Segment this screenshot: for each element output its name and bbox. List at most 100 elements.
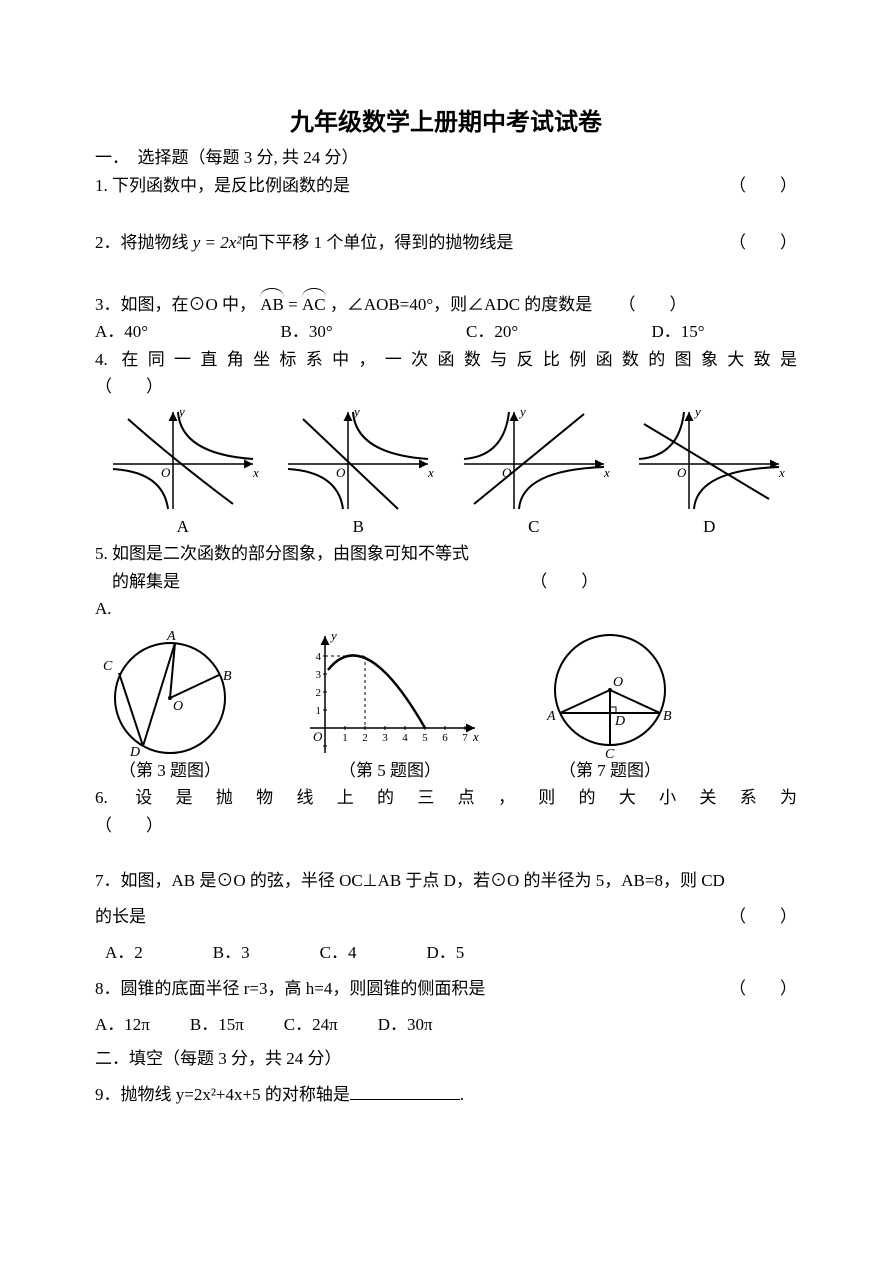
figure-5: x y O 1 2 3 4 5 6 7	[295, 628, 485, 784]
q2-formula: y = 2x²	[193, 233, 242, 252]
svg-text:2: 2	[362, 732, 368, 744]
svg-text:y: y	[329, 628, 337, 643]
q5-A: A.	[95, 599, 112, 618]
svg-text:B: B	[663, 709, 672, 724]
svg-text:B: B	[223, 669, 232, 684]
svg-text:D: D	[614, 714, 625, 729]
question-1: 1. 下列函数中，是反比例函数的是 （ ）	[95, 173, 797, 199]
svg-text:4: 4	[316, 651, 322, 663]
q6-text: 6. 设是抛物线上的三点，则的大小关系为	[95, 788, 797, 807]
graph-d-label: D	[703, 514, 715, 540]
question-6: 6. 设是抛物线上的三点，则的大小关系为	[95, 785, 797, 811]
q7-l2: 的长是	[95, 907, 146, 926]
question-4-graphs: x y O A x y O	[95, 404, 797, 540]
q9-before: 9．抛物线 y=2x²+4x+5 的对称轴是	[95, 1085, 350, 1104]
q7-opt-c: C．4	[320, 936, 357, 970]
svg-text:2: 2	[316, 687, 322, 699]
q7-opt-b: B．3	[213, 936, 250, 970]
question-2: 2．将抛物线 y = 2x²向下平移 1 个单位，得到的抛物线是 （ ）	[95, 230, 797, 256]
q2-before: 2．将抛物线	[95, 233, 193, 252]
graph-c-label: C	[528, 514, 539, 540]
q2-paren: （ ）	[729, 230, 797, 256]
q7-opt-a: A．2	[105, 936, 143, 970]
q8-paren: （ ）	[729, 972, 797, 1006]
svg-text:D: D	[129, 745, 140, 758]
q8-opt-d: D．30π	[378, 1008, 433, 1042]
graph-d: x y O D	[622, 404, 798, 540]
q8-opt-c: C．24π	[284, 1008, 338, 1042]
q8-opt-b: B．15π	[190, 1008, 244, 1042]
q3-opt-b: B．30°	[281, 319, 427, 345]
question-5-line1: 5. 如图是二次函数的部分图象，由图象可知不等式	[95, 541, 797, 567]
question-4-paren: （ ）	[95, 374, 797, 400]
svg-text:7: 7	[462, 732, 468, 744]
q8-opt-a: A．12π	[95, 1008, 150, 1042]
q3-before: 3．如图，在⊙O 中，	[95, 295, 256, 314]
svg-text:O: O	[336, 465, 346, 480]
question-7: 7．如图，AB 是⊙O 的弦，半径 OC⊥AB 于点 D，若⊙O 的半径为 5，…	[95, 864, 797, 970]
exam-title: 九年级数学上册期中考试试卷	[95, 105, 797, 141]
svg-text:y: y	[518, 404, 526, 419]
svg-text:A: A	[166, 629, 176, 644]
svg-text:1: 1	[316, 705, 322, 717]
fig5-caption: （第 5 题图）	[339, 758, 441, 784]
svg-text:3: 3	[382, 732, 388, 744]
graph-a: x y O A	[95, 404, 271, 540]
q3-opt-a: A．40°	[95, 319, 241, 345]
q5-l1: 5. 如图是二次函数的部分图象，由图象可知不等式	[95, 544, 469, 563]
graph-a-label: A	[177, 514, 189, 540]
svg-text:O: O	[613, 675, 623, 690]
q5-paren: （ ）	[530, 569, 598, 595]
q7-opt-d: D．5	[426, 936, 464, 970]
section-2-header: 二．填空（每题 3 分，共 24 分）	[95, 1042, 797, 1076]
question-3: 3．如图，在⊙O 中， AB = AC ，∠AOB=40°，则∠ADC 的度数是…	[95, 288, 797, 318]
q4-paren: （ ）	[95, 377, 163, 396]
question-8: 8．圆锥的底面半径 r=3，高 h=4，则圆锥的侧面积是 （ ） A．12π B…	[95, 972, 797, 1042]
q2-after: 向下平移 1 个单位，得到的抛物线是	[241, 233, 513, 252]
svg-text:5: 5	[422, 732, 428, 744]
arc-AC: AC	[302, 288, 326, 318]
svg-text:A: A	[546, 709, 556, 724]
q9-blank	[350, 1099, 460, 1100]
fig3-caption: （第 3 题图）	[119, 758, 221, 784]
q1-paren: （ ）	[729, 173, 797, 199]
svg-text:4: 4	[402, 732, 408, 744]
arc-AB: AB	[260, 288, 284, 318]
graph-b-label: B	[353, 514, 364, 540]
q1-text: 1. 下列函数中，是反比例函数的是	[95, 176, 350, 195]
q4-text: 4. 在同一直角坐标系中，一次函数与反比例函数的图象大致是	[95, 350, 797, 369]
fig7-caption: （第 7 题图）	[559, 758, 661, 784]
svg-text:O: O	[313, 729, 323, 744]
question-5-line2: 的解集是 （ ）	[95, 569, 797, 595]
q3-opt-d: D．15°	[652, 319, 798, 345]
figure-row: O A B C D （第 3 题图） x	[95, 628, 797, 784]
q3-paren: （ ）	[597, 292, 687, 318]
q7-paren: （ ）	[729, 900, 797, 934]
axis-x: x	[252, 465, 259, 480]
page: 九年级数学上册期中考试试卷 一． 选择题（每题 3 分, 共 24 分） 1. …	[0, 0, 892, 1152]
question-4: 4. 在同一直角坐标系中，一次函数与反比例函数的图象大致是	[95, 347, 797, 373]
svg-text:y: y	[693, 404, 701, 419]
question-9: 9．抛物线 y=2x²+4x+5 的对称轴是.	[95, 1078, 797, 1112]
q6-paren: （ ）	[95, 816, 163, 835]
svg-text:C: C	[103, 659, 113, 674]
figure-3: O A B C D （第 3 题图）	[95, 628, 245, 784]
svg-text:O: O	[677, 465, 687, 480]
q5-l2: 的解集是	[95, 572, 180, 591]
svg-text:1: 1	[342, 732, 348, 744]
svg-text:6: 6	[442, 732, 448, 744]
q3-after: ，∠AOB=40°，则∠ADC 的度数是	[330, 295, 592, 314]
q3-opt-c: C．20°	[466, 319, 612, 345]
section-1-header: 一． 选择题（每题 3 分, 共 24 分）	[95, 145, 797, 171]
question-6-paren: （ ）	[95, 813, 797, 839]
graph-c: x y O C	[446, 404, 622, 540]
svg-text:x: x	[472, 729, 479, 744]
figure-7: O A B D C （第 7 题图）	[535, 628, 685, 784]
svg-text:x: x	[778, 465, 785, 480]
graph-b: x y O B	[271, 404, 447, 540]
svg-text:O: O	[173, 699, 183, 714]
svg-text:x: x	[603, 465, 610, 480]
question-3-options: A．40° B．30° C．20° D．15°	[95, 319, 797, 345]
svg-text:C: C	[605, 747, 615, 758]
svg-text:3: 3	[316, 669, 322, 681]
